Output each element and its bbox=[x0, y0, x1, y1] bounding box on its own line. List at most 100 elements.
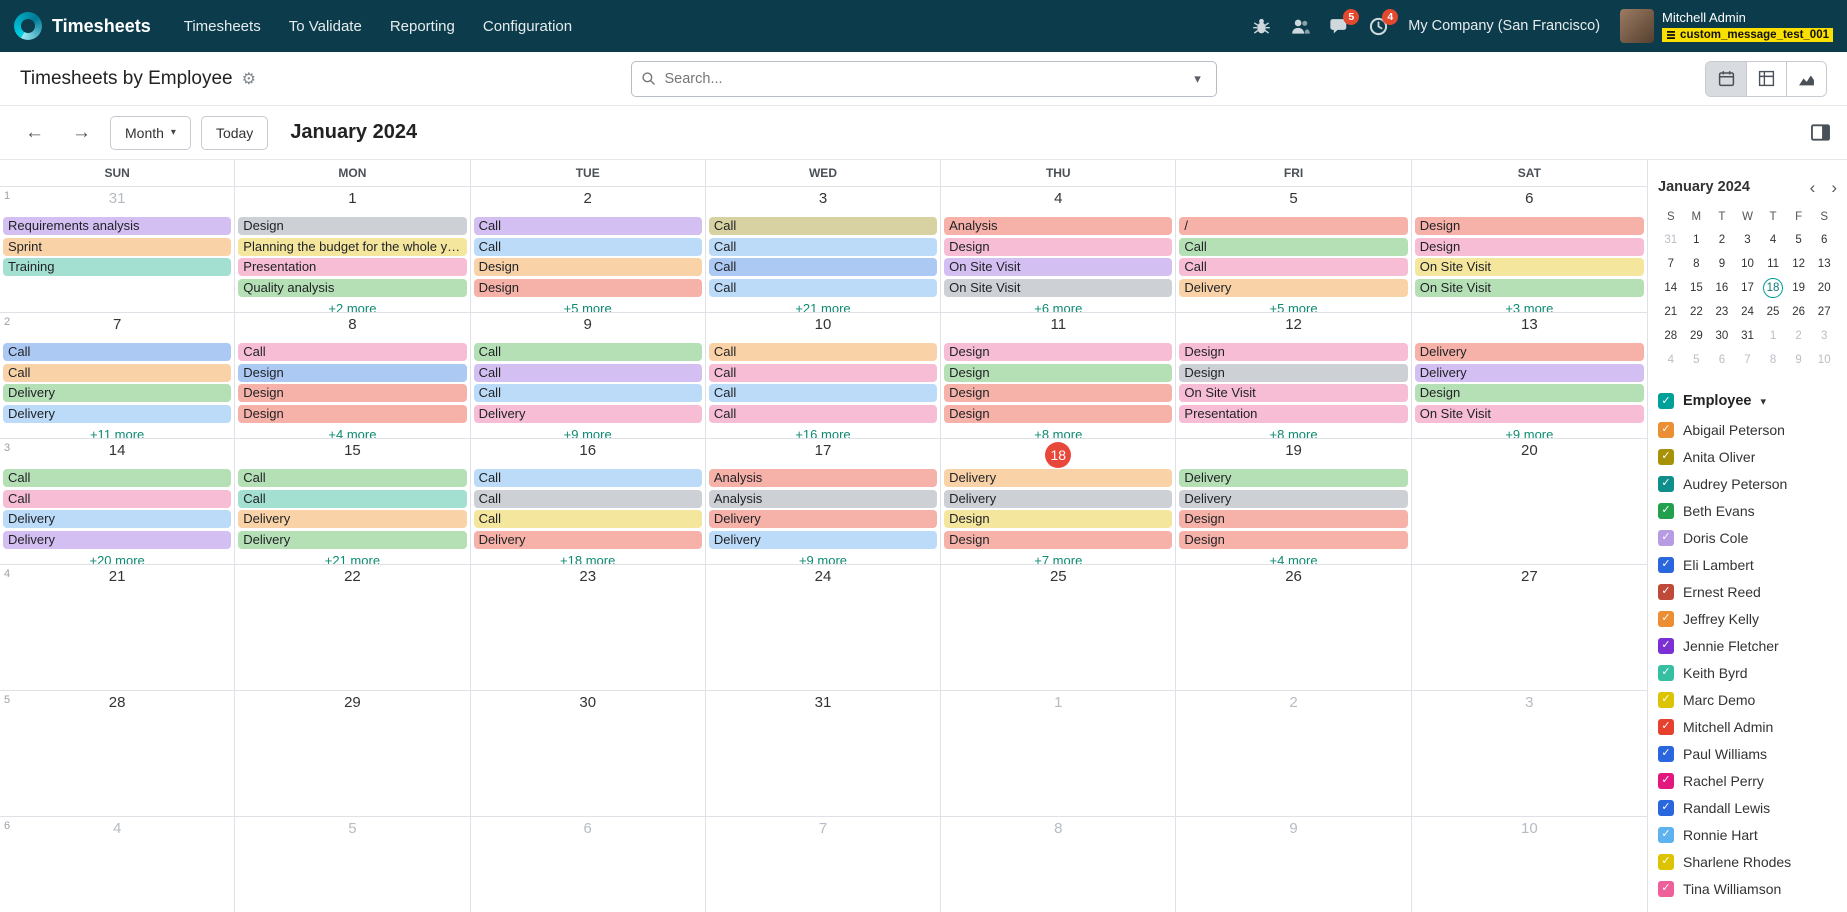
mini-calendar-day[interactable]: 5 bbox=[1684, 348, 1710, 372]
calendar-event[interactable]: Presentation bbox=[1179, 404, 1408, 423]
calendar-event[interactable]: Delivery bbox=[3, 510, 232, 528]
calendar-day-cell[interactable]: 7 bbox=[705, 817, 942, 912]
employee-filter-checkbox[interactable]: ✓ bbox=[1658, 393, 1674, 409]
calendar-day-cell[interactable]: 25 bbox=[941, 565, 1177, 690]
calendar-event[interactable]: Delivery bbox=[3, 404, 232, 423]
more-events-link[interactable]: +4 more bbox=[328, 427, 377, 438]
calendar-event[interactable]: Delivery bbox=[708, 510, 938, 528]
today-button[interactable]: Today bbox=[200, 115, 269, 150]
messages-icon[interactable]: 5 bbox=[1330, 8, 1360, 36]
calendar-event[interactable]: Delivery bbox=[473, 530, 702, 549]
mini-calendar-day[interactable]: 22 bbox=[1684, 300, 1710, 324]
mini-calendar-day[interactable]: 2 bbox=[1786, 324, 1812, 348]
calendar-event[interactable]: Call bbox=[708, 363, 938, 382]
calendar-day-cell[interactable]: 19 Delivery Delivery Design Design +4 more bbox=[1176, 439, 1412, 564]
employee-filter-item[interactable]: ✓ Keith Byrd bbox=[1658, 659, 1837, 686]
calendar-event[interactable]: Design bbox=[473, 278, 702, 297]
scale-selector[interactable]: Month ▾ bbox=[110, 115, 191, 150]
calendar-day-cell[interactable]: 1 bbox=[941, 691, 1177, 816]
calendar-day-cell[interactable]: 7 Call Call Delivery Delivery +11 more bbox=[0, 313, 236, 438]
calendar-event[interactable]: Design bbox=[473, 258, 702, 276]
calendar-day-cell[interactable]: 4 bbox=[0, 817, 236, 912]
calendar-event[interactable]: Call bbox=[238, 469, 467, 487]
calendar-event[interactable]: Delivery bbox=[708, 530, 938, 549]
calendar-event[interactable]: Call bbox=[238, 343, 467, 361]
calendar-event[interactable]: Design bbox=[944, 343, 1173, 361]
more-events-link[interactable]: +5 more bbox=[1269, 301, 1318, 312]
employee-checkbox[interactable]: ✓ bbox=[1658, 448, 1674, 465]
mini-calendar-day[interactable]: 19 bbox=[1786, 276, 1812, 300]
more-events-link[interactable]: +16 more bbox=[795, 427, 851, 438]
calendar-day-cell[interactable]: 16 Call Call Call Delivery +18 more bbox=[470, 439, 706, 564]
app-name[interactable]: Timesheets bbox=[52, 15, 151, 36]
calendar-event[interactable]: On Site Visit bbox=[944, 258, 1173, 276]
calendar-day-cell[interactable]: 27 bbox=[1411, 565, 1647, 690]
calendar-event[interactable]: Design bbox=[238, 384, 467, 402]
more-events-link[interactable]: +4 more bbox=[1269, 553, 1318, 564]
calendar-event[interactable]: Quality analysis bbox=[238, 278, 467, 297]
employee-checkbox[interactable]: ✓ bbox=[1658, 610, 1674, 627]
more-events-link[interactable]: +21 more bbox=[795, 301, 851, 312]
calendar-event[interactable]: Delivery bbox=[238, 510, 467, 528]
calendar-day-cell[interactable]: 23 bbox=[470, 565, 706, 690]
calendar-day-cell[interactable]: 15 Call Call Delivery Delivery +21 more bbox=[235, 439, 471, 564]
employee-filter-item[interactable]: ✓ Sharlene Rhodes bbox=[1658, 848, 1837, 875]
employee-filter-item[interactable]: ✓ Jeffrey Kelly bbox=[1658, 605, 1837, 632]
calendar-event[interactable]: On Site Visit bbox=[1414, 404, 1644, 423]
more-events-link[interactable]: +2 more bbox=[328, 301, 377, 312]
employee-checkbox[interactable]: ✓ bbox=[1658, 826, 1674, 843]
employee-checkbox[interactable]: ✓ bbox=[1658, 664, 1674, 681]
more-events-link[interactable]: +18 more bbox=[560, 553, 616, 564]
calendar-event[interactable]: Call bbox=[473, 469, 702, 487]
mini-calendar-day[interactable]: 11 bbox=[1760, 252, 1786, 276]
mini-next-icon[interactable]: › bbox=[1831, 177, 1837, 197]
employees-icon[interactable] bbox=[1291, 17, 1311, 36]
calendar-day-cell[interactable]: 2 bbox=[1176, 691, 1412, 816]
calendar-event[interactable]: Design bbox=[1414, 237, 1644, 256]
employee-filter-item[interactable]: ✓ Ernest Reed bbox=[1658, 578, 1837, 605]
employee-filter-item[interactable]: ✓ Mitchell Admin bbox=[1658, 713, 1837, 740]
search-dropdown-toggle[interactable]: ▾ bbox=[1194, 70, 1201, 86]
calendar-event[interactable]: Call bbox=[708, 404, 938, 423]
menu-item-timesheets[interactable]: Timesheets bbox=[183, 17, 261, 35]
more-events-link[interactable]: +8 more bbox=[1269, 427, 1318, 438]
calendar-event[interactable]: Design bbox=[1414, 217, 1644, 235]
more-events-link[interactable]: +5 more bbox=[563, 301, 612, 312]
employee-filter-item[interactable]: ✓ Jennie Fletcher bbox=[1658, 632, 1837, 659]
calendar-event[interactable]: On Site Visit bbox=[1414, 258, 1644, 276]
calendar-day-cell[interactable]: 31 Requirements analysis Sprint Training bbox=[0, 187, 236, 312]
calendar-event[interactable]: Call bbox=[3, 363, 232, 382]
calendar-event[interactable]: Call bbox=[1179, 258, 1408, 276]
more-events-link[interactable]: +3 more bbox=[1505, 301, 1554, 312]
calendar-day-cell[interactable]: 28 bbox=[0, 691, 236, 816]
calendar-event[interactable]: On Site Visit bbox=[944, 278, 1173, 297]
employee-filter-item[interactable]: ✓ Audrey Peterson bbox=[1658, 470, 1837, 497]
calendar-event[interactable]: On Site Visit bbox=[1414, 278, 1644, 297]
menu-item-reporting[interactable]: Reporting bbox=[389, 17, 455, 35]
mini-calendar-day[interactable]: 26 bbox=[1786, 300, 1812, 324]
calendar-event[interactable]: Design bbox=[944, 404, 1173, 423]
calendar-day-cell[interactable]: 6 Design Design On Site Visit On Site Visit +… bbox=[1411, 187, 1647, 312]
mini-calendar-day[interactable]: 10 bbox=[1735, 252, 1761, 276]
calendar-event[interactable]: Analysis bbox=[708, 489, 938, 508]
mini-calendar-day[interactable]: 17 bbox=[1735, 276, 1761, 300]
calendar-event[interactable]: Sprint bbox=[3, 237, 232, 256]
employee-checkbox[interactable]: ✓ bbox=[1658, 799, 1674, 816]
mini-calendar-day[interactable]: 7 bbox=[1658, 252, 1684, 276]
calendar-event[interactable]: Delivery bbox=[1414, 363, 1644, 382]
menu-item-configuration[interactable]: Configuration bbox=[482, 17, 573, 35]
activities-icon[interactable]: 4 bbox=[1369, 8, 1399, 36]
employee-checkbox[interactable]: ✓ bbox=[1658, 475, 1674, 492]
calendar-event[interactable]: Delivery bbox=[944, 469, 1173, 487]
calendar-event[interactable]: Delivery bbox=[1179, 469, 1408, 487]
employee-filter-item[interactable]: ✓ Tina Williamson bbox=[1658, 875, 1837, 902]
calendar-day-cell[interactable]: 9 Call Call Call Delivery +9 more bbox=[470, 313, 706, 438]
calendar-event[interactable]: Call bbox=[473, 510, 702, 528]
mini-calendar-day[interactable]: 1 bbox=[1684, 228, 1710, 252]
employee-checkbox[interactable]: ✓ bbox=[1658, 745, 1674, 762]
more-events-link[interactable]: +9 more bbox=[1505, 427, 1554, 438]
calendar-day-cell[interactable]: 9 bbox=[1176, 817, 1412, 912]
calendar-event[interactable]: Delivery bbox=[1414, 343, 1644, 361]
employee-filter-item[interactable]: ✓ Anita Oliver bbox=[1658, 443, 1837, 470]
more-events-link[interactable]: +21 more bbox=[324, 553, 381, 564]
